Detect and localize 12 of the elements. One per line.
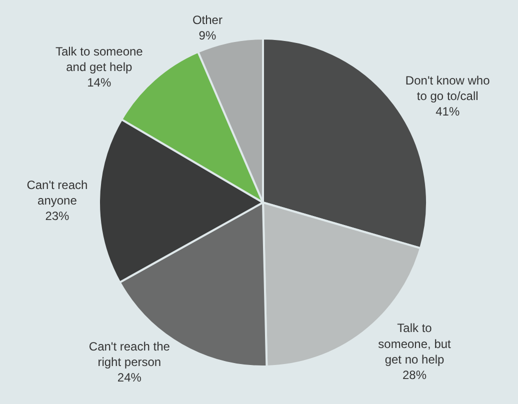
slice-label: Can't reach the right person xyxy=(88,339,170,369)
slice-label: Don't know who to go to/call xyxy=(405,73,490,103)
slice-label: Talk to someone, but get no help xyxy=(378,321,452,366)
data-label: 41% xyxy=(436,104,460,118)
data-label: 24% xyxy=(117,370,142,384)
slice-label: Can't reach anyone xyxy=(26,178,88,208)
slice-label: Other xyxy=(192,12,222,27)
data-label: 23% xyxy=(45,209,70,224)
slice-label: Talk to someone and get help xyxy=(55,44,144,74)
data-label: 28% xyxy=(402,368,427,382)
data-label: 9% xyxy=(198,28,216,42)
data-label: 14% xyxy=(87,75,112,90)
